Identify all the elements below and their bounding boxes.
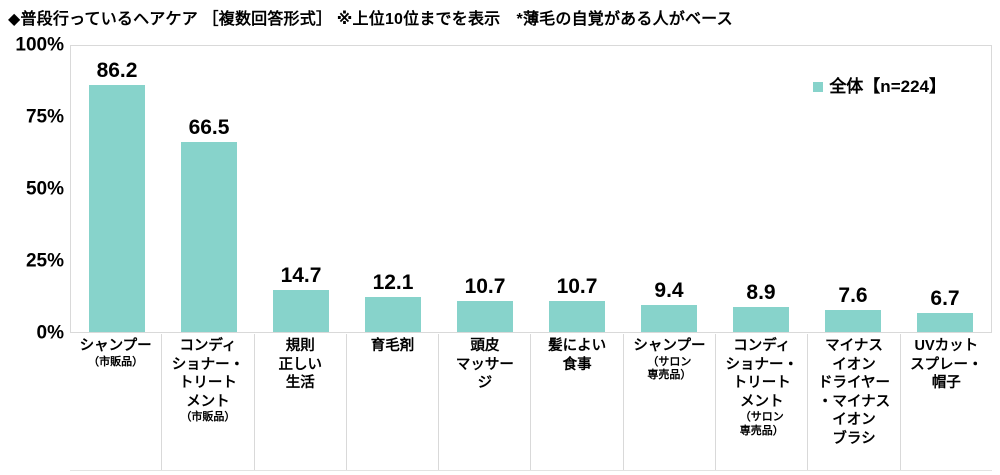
bar bbox=[365, 297, 421, 332]
bar-value-label: 66.5 bbox=[188, 115, 230, 139]
bar-value-label: 86.2 bbox=[96, 59, 138, 83]
bar-value-label: 6.7 bbox=[930, 286, 960, 310]
y-axis-tick-label: 0% bbox=[36, 322, 64, 344]
legend-marker-icon bbox=[813, 81, 824, 92]
x-axis-category-label-line: 育毛剤 bbox=[370, 338, 415, 354]
x-axis-category-label-line: ショナー・ bbox=[725, 356, 798, 373]
x-axis-category-label-line: マッサー bbox=[455, 356, 514, 373]
bar-column: 12.1 bbox=[347, 46, 439, 332]
x-axis-category-label: コンディショナー・トリート メント （サロン 専売品） bbox=[715, 334, 807, 470]
y-axis-tick-label: 75% bbox=[25, 106, 64, 128]
x-axis-category-label-line: 正しい bbox=[278, 356, 322, 373]
x-axis-category-label: 育毛剤 bbox=[345, 334, 438, 470]
x-axis-category-label-line: コンディ bbox=[733, 338, 791, 354]
x-axis-category-label-line: 頭皮 bbox=[470, 338, 500, 354]
bar-column: 8.9 bbox=[715, 46, 807, 332]
x-axis-category-label-line: 専売品） bbox=[647, 369, 692, 382]
x-axis-category-label-line: 専売品） bbox=[739, 424, 784, 437]
x-axis-category-label: シャンプー （サロン 専売品） bbox=[622, 334, 715, 470]
plot-area: 全体【n=224】 86.2 66.5 14.7 12.1 10.7 10.7 9.4 8.9… bbox=[70, 45, 992, 333]
legend-label: 全体【n=224】 bbox=[829, 77, 946, 96]
x-axis-category-label-line: ・マイナス bbox=[817, 393, 891, 410]
y-axis: 0% 25% 50% 75% 100% bbox=[0, 36, 64, 343]
x-axis-category-label: 頭皮 マッサージ bbox=[438, 334, 530, 470]
bar bbox=[181, 141, 237, 332]
bar-value-label: 14.7 bbox=[280, 263, 322, 287]
bar bbox=[733, 306, 789, 332]
y-axis-tick-label: 100% bbox=[15, 34, 64, 56]
y-axis-tick-label: 50% bbox=[25, 178, 64, 200]
x-axis-category-label-line: （市販品） bbox=[180, 411, 236, 424]
bar-value-label: 9.4 bbox=[654, 279, 684, 303]
bar-column: 14.7 bbox=[255, 46, 347, 332]
bar bbox=[641, 305, 697, 332]
x-axis-category-label-line: （市販品） bbox=[88, 355, 144, 368]
bar-value-label: 8.9 bbox=[746, 280, 776, 304]
bar bbox=[457, 301, 513, 332]
bar-column: 86.2 bbox=[71, 46, 163, 332]
bar-column: 10.7 bbox=[439, 46, 531, 332]
x-axis-category-label-line: ショナー・ bbox=[171, 356, 245, 373]
bar-value-label: 12.1 bbox=[372, 271, 414, 295]
bar bbox=[273, 289, 329, 332]
x-axis-category-label-line: 帽子 bbox=[931, 375, 961, 392]
bar bbox=[825, 310, 881, 332]
legend: 全体【n=224】 bbox=[813, 78, 946, 95]
x-axis-category-label-line: メント bbox=[186, 393, 230, 410]
x-axis-category-label-line: マイナス bbox=[825, 338, 883, 354]
bar-column: 9.4 bbox=[623, 46, 715, 332]
bar-value-label: 10.7 bbox=[556, 275, 598, 299]
x-axis-category-label-line: 生活 bbox=[285, 375, 315, 392]
bar-value-label: 10.7 bbox=[464, 275, 506, 299]
x-axis-category-label-line: 規則 bbox=[285, 338, 315, 354]
x-axis-category-label-line: 髪によい bbox=[548, 338, 607, 354]
bar bbox=[89, 85, 145, 332]
bar-column: 66.5 bbox=[163, 46, 255, 332]
chart-title: ◆普段行っているヘアケア ［複数回答形式］ ※上位10位までを表示 *薄毛の自覚… bbox=[8, 11, 733, 28]
x-axis-category-label-line: シャンプー bbox=[633, 338, 706, 354]
x-axis-category-label-line: ブラシ bbox=[832, 430, 876, 447]
x-axis-category-label-line: ジ bbox=[477, 375, 493, 392]
x-axis-category-label-line: コンディ bbox=[179, 338, 237, 354]
bar-value-label: 7.6 bbox=[838, 284, 868, 308]
x-axis-category-label-line: イオン bbox=[832, 412, 876, 429]
x-axis-category-label-line: イオン bbox=[832, 356, 876, 373]
x-axis-category-label-line: （サロン bbox=[739, 411, 784, 424]
x-axis-category-label-line: UVカット bbox=[914, 338, 979, 354]
x-axis-category-label-line: 食事 bbox=[562, 356, 592, 373]
x-axis-category-label-line: トリート bbox=[732, 375, 791, 392]
x-axis-category-label: 規則 正しい 生活 bbox=[253, 334, 346, 470]
x-axis-category-label-line: ドライヤー bbox=[817, 375, 891, 392]
x-axis-category-label-line: （サロン bbox=[647, 355, 692, 368]
x-axis-category-label: マイナス イオン ドライヤー ・マイナス イオン ブラシ bbox=[807, 334, 899, 470]
bar bbox=[549, 301, 605, 332]
x-axis-category-label: シャンプー （市販品） bbox=[70, 334, 161, 470]
x-axis-category-label-line: トリート bbox=[178, 375, 237, 392]
x-axis-category-label: 髪によい 食事 bbox=[530, 334, 622, 470]
x-axis-category-label: UVカットスプレー・帽子 bbox=[899, 334, 992, 470]
x-axis-labels: シャンプー （市販品） コンディ ショナー・ トリート メント （市販品） 規則 正しい 生活 育毛… bbox=[70, 334, 992, 471]
x-axis-category-label-line: シャンプー bbox=[79, 338, 152, 354]
bar bbox=[917, 312, 973, 332]
x-axis-category-label-line: スプレー・ bbox=[910, 356, 983, 373]
x-axis-category-label: コンディショナー・トリート メント （市販品） bbox=[161, 334, 253, 470]
bar-column: 7.6 bbox=[807, 46, 899, 332]
y-axis-tick-label: 25% bbox=[25, 250, 64, 272]
bar-column: 10.7 bbox=[531, 46, 623, 332]
bar-column: 6.7 bbox=[899, 46, 991, 332]
x-axis-category-label-line: メント bbox=[739, 393, 784, 410]
